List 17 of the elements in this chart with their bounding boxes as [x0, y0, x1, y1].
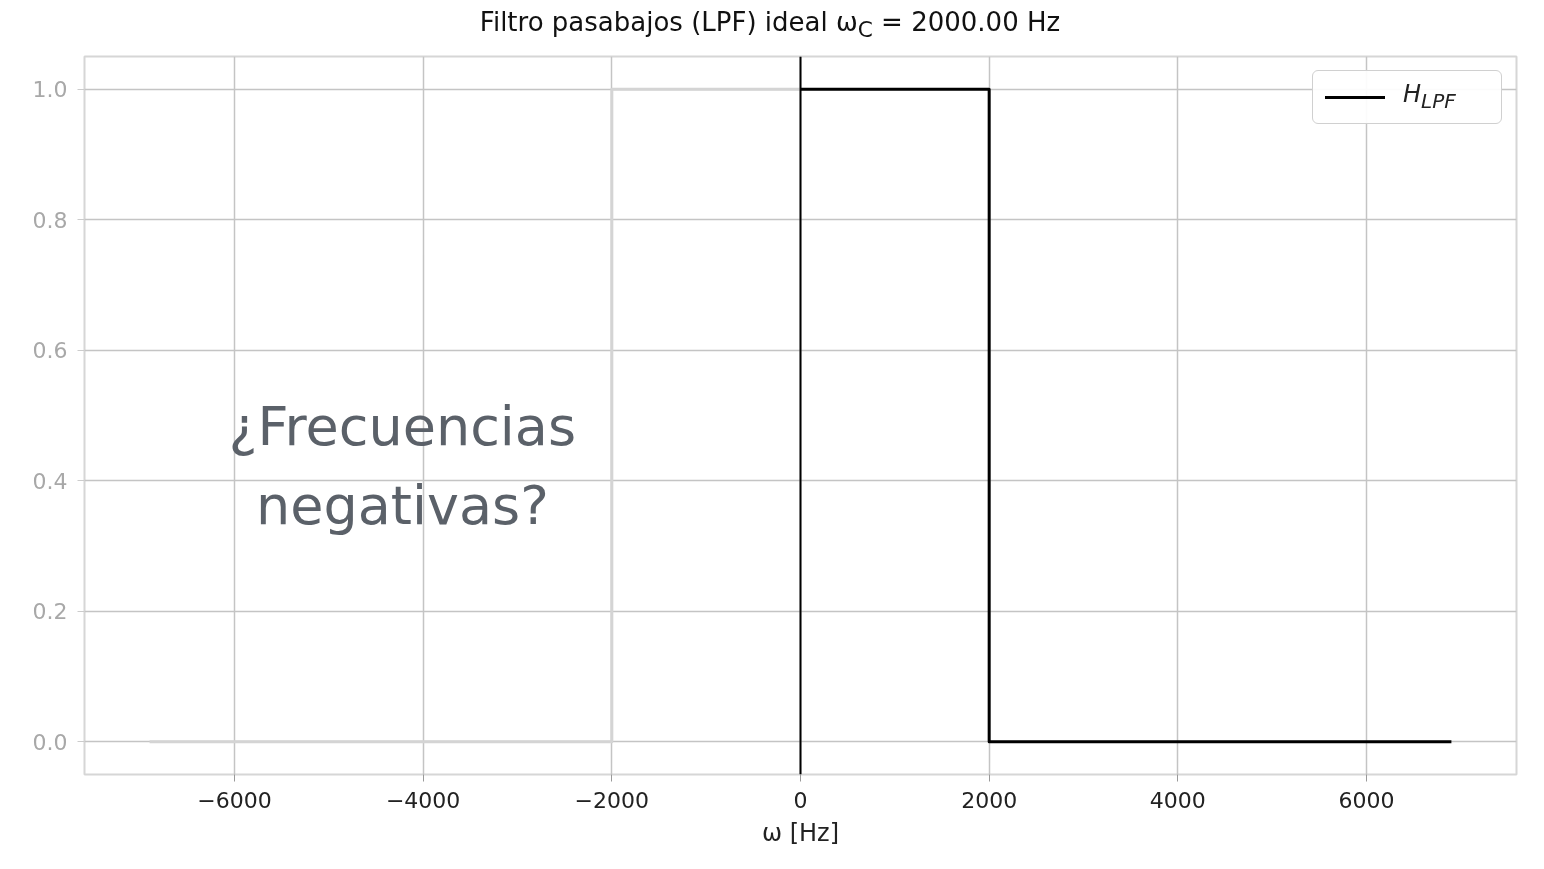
- x-tick-label: 0: [793, 787, 808, 813]
- y-tick-label: 0.4: [32, 468, 68, 494]
- x-tick-label: −4000: [385, 787, 461, 813]
- x-tick-label: 6000: [1338, 787, 1395, 813]
- y-tick-label: 0.0: [32, 729, 68, 755]
- annotation: ¿Frecuencias negativas?: [228, 394, 577, 537]
- y-tick-label: 0.2: [32, 599, 68, 625]
- y-tick-label: 0.6: [32, 338, 68, 364]
- x-tick-label: 4000: [1149, 787, 1206, 813]
- y-tick-label: 0.8: [32, 207, 68, 233]
- x-tick-label: −6000: [197, 787, 272, 813]
- x-tick-label: 2000: [961, 787, 1018, 813]
- legend-label: H$_{LPF}$: [1403, 79, 1456, 115]
- x-axis-title: ω [Hz]: [761, 818, 840, 847]
- chart-title: Filtro pasabajos (LPF) ideal ω$_{C}$ = 2000.00 Hz: [478, 6, 1062, 45]
- x-tick-label: −2000: [574, 787, 650, 813]
- y-tick-label: 1.0: [32, 77, 68, 103]
